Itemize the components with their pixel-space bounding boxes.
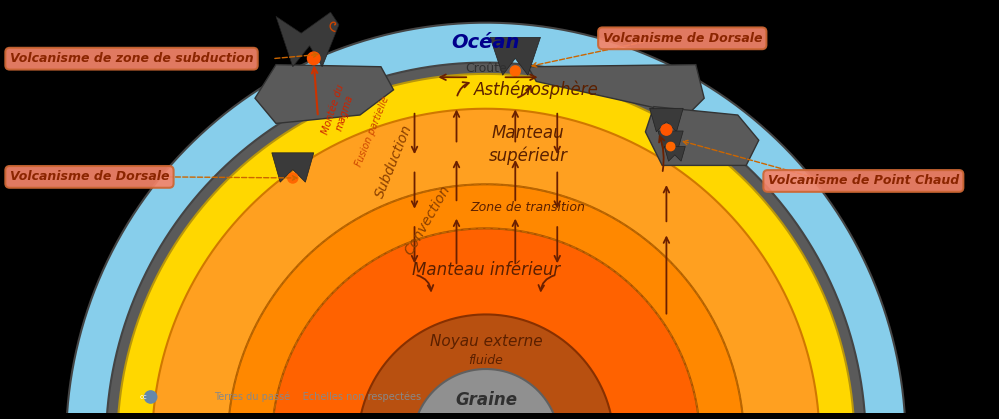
Text: cc: cc <box>140 394 148 400</box>
Circle shape <box>510 66 520 76</box>
Polygon shape <box>658 131 683 149</box>
Text: Graine: Graine <box>455 391 516 409</box>
Text: Volcanisme de zone de subduction: Volcanisme de zone de subduction <box>10 52 254 65</box>
Polygon shape <box>645 106 759 166</box>
Text: Océan: Océan <box>452 34 520 52</box>
Polygon shape <box>152 109 819 419</box>
Text: fluide: fluide <box>469 354 503 367</box>
Text: Manteau
supérieur: Manteau supérieur <box>489 124 567 165</box>
Text: Noyau externe: Noyau externe <box>430 334 542 349</box>
Polygon shape <box>413 369 559 419</box>
Text: Terres du passé    Echelles non respectées: Terres du passé Echelles non respectées <box>214 392 421 402</box>
Circle shape <box>288 173 298 183</box>
Polygon shape <box>66 23 906 419</box>
Text: Croûte: Croûte <box>465 62 506 75</box>
Polygon shape <box>491 37 540 75</box>
Polygon shape <box>272 228 700 419</box>
Polygon shape <box>255 65 394 124</box>
Polygon shape <box>358 314 614 419</box>
Text: Subduction: Subduction <box>373 122 415 200</box>
Text: Volcanisme de Point Chaud: Volcanisme de Point Chaud <box>767 174 959 187</box>
Text: Volcanisme de Dorsale: Volcanisme de Dorsale <box>10 171 169 184</box>
Text: Asthénosphère: Asthénosphère <box>474 80 598 99</box>
Polygon shape <box>649 108 683 132</box>
Circle shape <box>308 52 320 65</box>
Circle shape <box>666 142 674 151</box>
Polygon shape <box>276 12 339 67</box>
Polygon shape <box>228 184 744 419</box>
Text: Convection: Convection <box>402 183 453 257</box>
Polygon shape <box>106 62 866 419</box>
Text: Volcanisme de Dorsale: Volcanisme de Dorsale <box>602 32 762 45</box>
Circle shape <box>145 391 157 403</box>
Text: Fusion partielle: Fusion partielle <box>354 95 392 168</box>
Text: Montée du
magma: Montée du magma <box>321 83 358 139</box>
Polygon shape <box>272 153 314 182</box>
Circle shape <box>661 124 672 135</box>
Polygon shape <box>527 65 704 115</box>
Polygon shape <box>664 147 685 161</box>
Text: Zone de transition: Zone de transition <box>471 201 585 214</box>
Polygon shape <box>117 74 854 419</box>
Text: Manteau inférieur: Manteau inférieur <box>412 261 560 279</box>
